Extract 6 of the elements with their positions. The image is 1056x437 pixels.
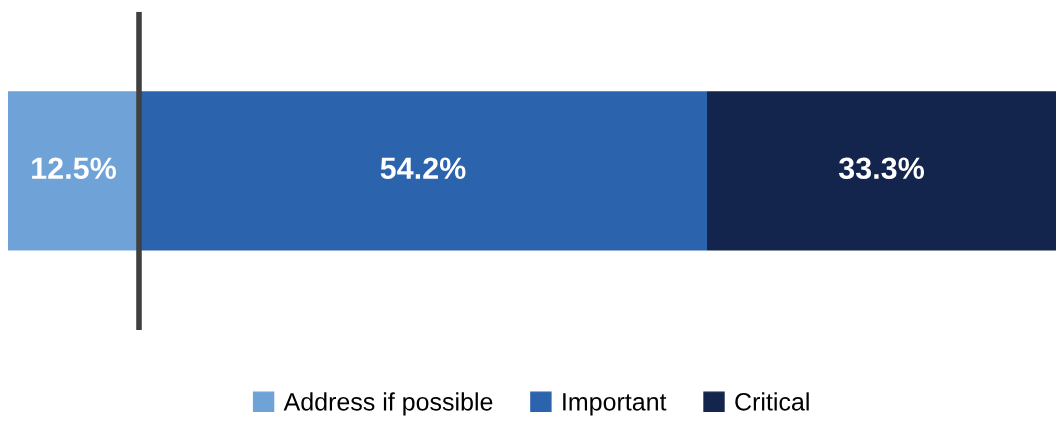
data-label: 33.3% (838, 157, 925, 180)
data-label: 54.2% (380, 157, 466, 180)
legend-label: Critical (735, 392, 809, 411)
legend-label: Important (563, 393, 667, 416)
data-label: 12.5% (32, 157, 117, 180)
legend-label: Address if possible (283, 392, 493, 416)
